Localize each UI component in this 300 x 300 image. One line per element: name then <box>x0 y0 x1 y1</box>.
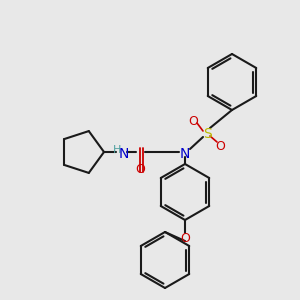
Text: O: O <box>135 163 145 176</box>
Text: O: O <box>180 232 190 245</box>
Text: O: O <box>215 140 225 153</box>
Text: O: O <box>188 115 198 128</box>
Text: N: N <box>119 146 129 161</box>
Text: H: H <box>113 145 121 155</box>
Text: N: N <box>180 146 190 161</box>
Text: S: S <box>202 128 211 142</box>
